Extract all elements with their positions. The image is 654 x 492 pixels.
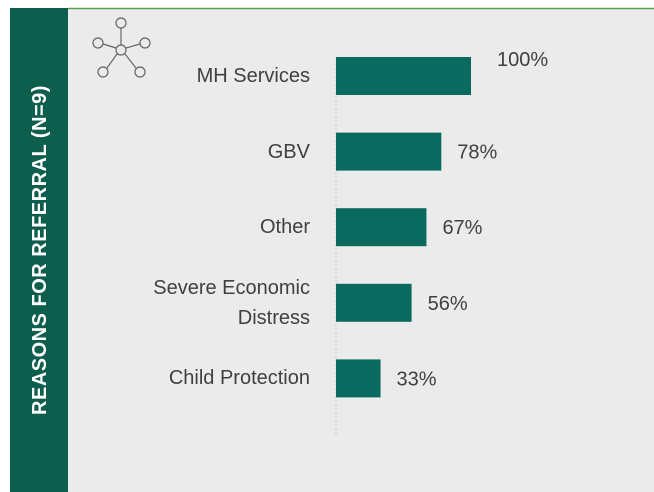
- bar: [336, 132, 442, 171]
- value-label: 78%: [457, 142, 497, 164]
- category-label: Severe Economic Distress: [153, 276, 310, 329]
- value-label: 67%: [442, 217, 482, 239]
- category-label: MH Services: [196, 65, 310, 87]
- bar: [336, 57, 471, 95]
- value-label: 33%: [397, 368, 437, 390]
- bar: [336, 208, 427, 247]
- category-label: Child Protection: [168, 367, 310, 390]
- value-label: 56%: [428, 293, 468, 315]
- bar: [336, 283, 412, 322]
- network-icon: [92, 17, 151, 78]
- category-label: Other: [259, 216, 310, 239]
- value-label: 100%: [497, 49, 548, 71]
- bar: [336, 359, 381, 398]
- chart-title: REASONS FOR REFERRAL (N=9): [29, 85, 51, 415]
- category-label: GBV: [267, 140, 310, 163]
- side-band: [10, 8, 68, 492]
